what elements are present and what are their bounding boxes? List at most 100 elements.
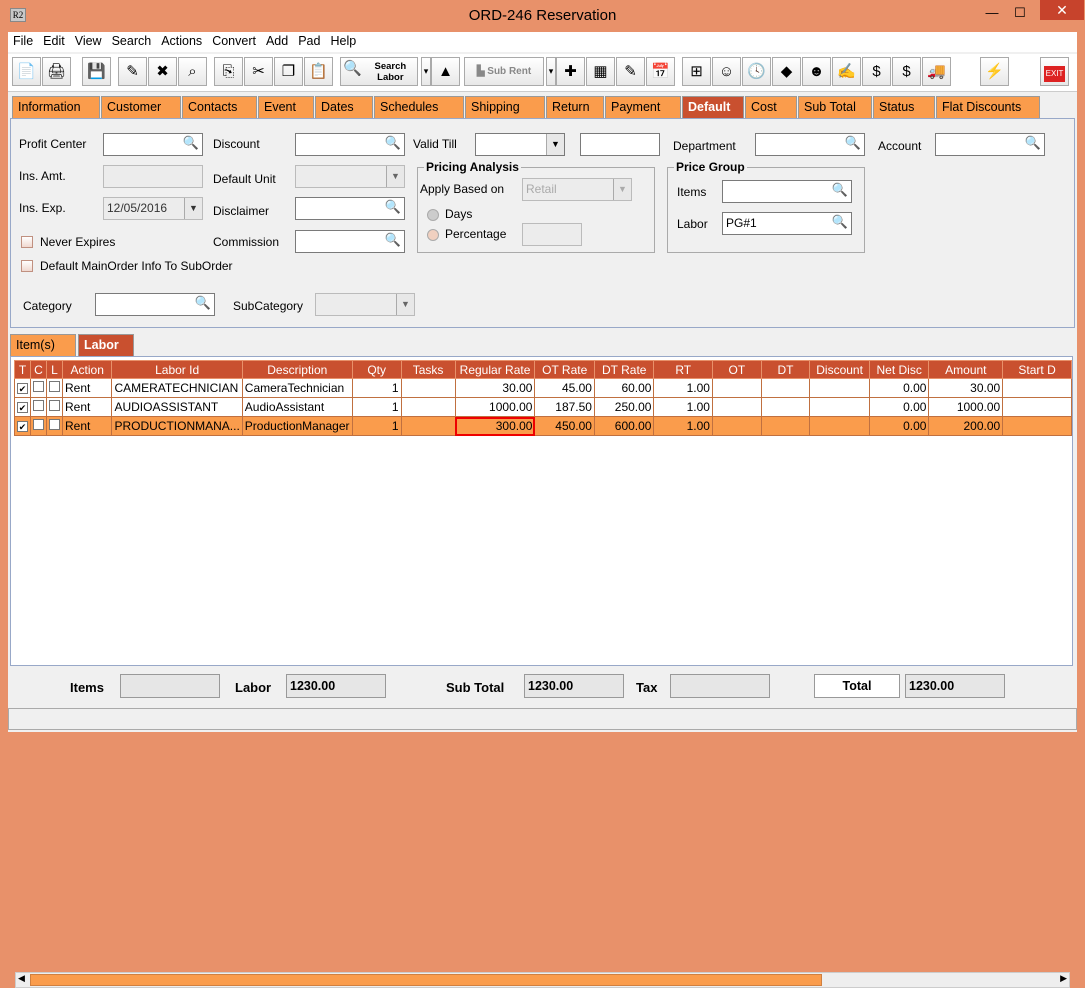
cell-ot[interactable] xyxy=(711,397,762,417)
lightning-button[interactable]: ⚡ xyxy=(980,57,1009,86)
t-checkbox[interactable]: ✔ xyxy=(17,402,28,413)
tab-cost[interactable]: Cost xyxy=(745,96,797,118)
cell-ot[interactable] xyxy=(711,378,762,398)
edit-button[interactable]: ✎ xyxy=(118,57,147,86)
t-checkbox-cell[interactable]: ✔ xyxy=(14,378,31,398)
disk-button[interactable]: ◆ xyxy=(772,57,801,86)
never-expires-checkbox[interactable] xyxy=(21,236,33,248)
chevron-down-icon[interactable]: ▼ xyxy=(396,294,414,315)
l-checkbox-cell[interactable] xyxy=(46,416,63,436)
cell-start[interactable] xyxy=(1002,378,1072,398)
menu-edit[interactable]: Edit xyxy=(43,34,65,48)
price-group-labor-input[interactable]: PG#1 🔍 xyxy=(722,212,852,235)
search-icon[interactable]: 🔍 xyxy=(384,199,401,214)
search-labor-button[interactable]: 🔍 Search Labor xyxy=(340,57,418,86)
cell-tasks[interactable] xyxy=(400,416,456,436)
cell-regular-rate[interactable]: 30.00 xyxy=(454,378,536,398)
cell-dt-rate[interactable]: 250.00 xyxy=(593,397,655,417)
horizontal-scrollbar[interactable]: ◀ ▶ xyxy=(15,972,1070,988)
scroll-left-icon[interactable]: ◀ xyxy=(18,973,25,983)
l-checkbox[interactable] xyxy=(49,381,60,392)
disclaimer-input[interactable]: 🔍 xyxy=(295,197,405,220)
cell-amount[interactable]: 30.00 xyxy=(928,378,1004,398)
cell-action[interactable]: Rent xyxy=(61,397,113,417)
column-header-ot-rate[interactable]: OT Rate xyxy=(534,360,595,379)
tab-sub-total[interactable]: Sub Total xyxy=(798,96,872,118)
clock-folder-button[interactable]: 🕓 xyxy=(742,57,771,86)
department-input[interactable]: 🔍 xyxy=(755,133,865,156)
cell-discount[interactable] xyxy=(809,378,870,398)
new-button[interactable]: 📄 xyxy=(12,57,41,86)
money-button[interactable]: $ xyxy=(862,57,891,86)
cell-ot-rate[interactable]: 45.00 xyxy=(534,378,595,398)
cell-ot-rate[interactable]: 450.00 xyxy=(534,416,595,436)
t-checkbox-cell[interactable]: ✔ xyxy=(14,416,31,436)
cell-net-disc[interactable]: 0.00 xyxy=(868,416,930,436)
tab-schedules[interactable]: Schedules xyxy=(374,96,464,118)
search-icon[interactable]: 🔍 xyxy=(831,214,848,229)
convert-doc-button[interactable]: ⎘ xyxy=(214,57,243,86)
tab-items[interactable]: Item(s) xyxy=(10,334,76,356)
t-checkbox[interactable]: ✔ xyxy=(17,421,28,432)
search-icon[interactable]: 🔍 xyxy=(182,135,199,150)
ins-amt-input[interactable] xyxy=(103,165,203,188)
tab-payment[interactable]: Payment xyxy=(605,96,681,118)
menu-help[interactable]: Help xyxy=(330,34,357,48)
minimize-button[interactable]: — xyxy=(985,5,999,20)
person-button[interactable]: ☻ xyxy=(802,57,831,86)
column-header-start-d[interactable]: Start D xyxy=(1002,360,1072,379)
table-row[interactable]: ✔ Rent CAMERATECHNICIAN CameraTechnician 1 30… xyxy=(14,378,1072,398)
cell-dt-rate[interactable]: 60.00 xyxy=(593,378,655,398)
cell-action[interactable]: Rent xyxy=(61,378,113,398)
column-header-ot[interactable]: OT xyxy=(711,360,762,379)
chevron-down-icon[interactable]: ▼ xyxy=(613,179,631,200)
org-chart-button[interactable]: ⊞ xyxy=(682,57,711,86)
percentage-radio[interactable] xyxy=(427,229,439,241)
search-icon[interactable]: 🔍 xyxy=(831,182,848,197)
close-button[interactable]: ✕ xyxy=(1040,0,1084,20)
cell-net-disc[interactable]: 0.00 xyxy=(868,378,930,398)
column-header-description[interactable]: Description xyxy=(241,360,353,379)
cash-button[interactable]: $ xyxy=(892,57,921,86)
cell-qty[interactable]: 1 xyxy=(351,397,402,417)
c-checkbox-cell[interactable] xyxy=(30,397,47,417)
c-checkbox[interactable] xyxy=(33,400,44,411)
chevron-down-icon[interactable]: ▼ xyxy=(184,198,202,219)
cell-action[interactable]: Rent xyxy=(61,416,113,436)
account-input[interactable]: 🔍 xyxy=(935,133,1045,156)
default-unit-select[interactable]: ▼ xyxy=(295,165,405,188)
column-header-t[interactable]: T xyxy=(14,360,31,379)
binoculars-button[interactable]: ⌕ xyxy=(178,57,207,86)
cell-ot-rate[interactable]: 187.50 xyxy=(534,397,595,417)
dropdown-button[interactable]: ▾ xyxy=(421,57,431,86)
default-mainorder-checkbox[interactable] xyxy=(21,260,33,272)
grid-button[interactable]: ▦ xyxy=(586,57,615,86)
table-row[interactable]: ✔ Rent PRODUCTIONMANA... ProductionManager 1… xyxy=(14,416,1072,436)
category-input[interactable]: 🔍 xyxy=(95,293,215,316)
price-group-items-input[interactable]: 🔍 xyxy=(722,180,852,203)
column-header-l[interactable]: L xyxy=(46,360,63,379)
column-header-net-disc[interactable]: Net Disc xyxy=(868,360,930,379)
smiley-button[interactable]: ☺ xyxy=(712,57,741,86)
cell-tasks[interactable] xyxy=(400,378,456,398)
cut-button[interactable]: ✂ xyxy=(244,57,273,86)
subcategory-select[interactable]: ▼ xyxy=(315,293,415,316)
cell-dt[interactable] xyxy=(760,416,811,436)
cell-amount[interactable]: 1000.00 xyxy=(928,397,1004,417)
column-header-c[interactable]: C xyxy=(30,360,47,379)
l-checkbox-cell[interactable] xyxy=(46,397,63,417)
tab-labor[interactable]: Labor xyxy=(78,334,134,356)
cell-dt[interactable] xyxy=(760,397,811,417)
menu-convert[interactable]: Convert xyxy=(212,34,256,48)
menu-actions[interactable]: Actions xyxy=(161,34,203,48)
edit-form-button[interactable]: ✍ xyxy=(832,57,861,86)
c-checkbox-cell[interactable] xyxy=(30,378,47,398)
tab-information[interactable]: Information xyxy=(12,96,100,118)
tab-event[interactable]: Event xyxy=(258,96,314,118)
profit-center-input[interactable]: 🔍 xyxy=(103,133,203,156)
cell-rt[interactable]: 1.00 xyxy=(653,378,713,398)
cell-description[interactable]: AudioAssistant xyxy=(241,397,353,417)
tab-flat-discounts[interactable]: Flat Discounts xyxy=(936,96,1040,118)
notepad-button[interactable]: ✎ xyxy=(616,57,645,86)
dropdown-button[interactable]: ▾ xyxy=(546,57,556,86)
